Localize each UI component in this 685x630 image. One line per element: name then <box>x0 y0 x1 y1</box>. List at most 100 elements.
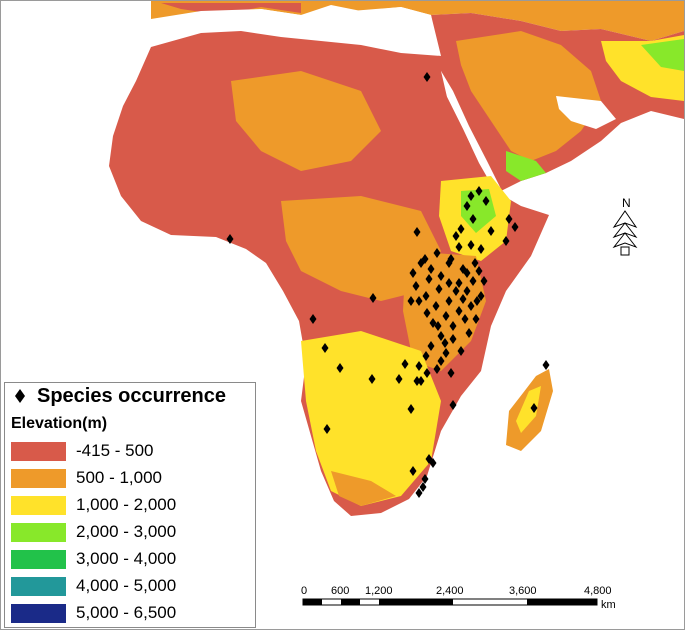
occurrence-marker <box>425 274 433 284</box>
occurrence-marker <box>463 268 471 278</box>
occurrence-marker <box>395 374 403 384</box>
occurrence-marker <box>437 331 445 341</box>
occurrence-marker <box>452 286 460 296</box>
occurrence-marker <box>368 374 376 384</box>
legend-class-row: -415 - 500 <box>11 441 251 461</box>
legend-class-label: 5,000 - 6,500 <box>76 603 177 622</box>
scale-unit: km <box>601 599 616 611</box>
occurrence-marker <box>435 284 443 294</box>
occurrence-marker <box>419 482 427 492</box>
occurrence-marker <box>465 328 473 338</box>
legend-class-label: 1,000 - 2,000 <box>76 495 177 514</box>
diamond-marker-icon <box>15 389 25 403</box>
occurrence-marker <box>417 376 425 386</box>
occurrence-marker <box>449 321 457 331</box>
legend-class-row: 2,000 - 3,000 <box>11 522 251 542</box>
scale-tick-4800: 4,800 <box>584 585 612 597</box>
occurrence-marker <box>409 268 417 278</box>
occurrence-marker <box>407 296 415 306</box>
legend-class-row: 3,000 - 4,000 <box>11 549 251 569</box>
occurrence-marker <box>463 286 471 296</box>
occurrence-marker <box>469 214 477 224</box>
occurrence-marker <box>336 363 344 373</box>
scale-tick-1200: 1,200 <box>365 585 393 597</box>
occurrence-marker <box>425 454 433 464</box>
occurrence-marker <box>412 281 420 291</box>
africa-plateau-north <box>231 71 381 171</box>
iran-peaks <box>641 39 684 71</box>
legend-class-row: 4,000 - 5,000 <box>11 576 251 596</box>
occurrence-marker <box>421 474 429 484</box>
occurrence-marker <box>423 368 431 378</box>
north-arrow-label: N <box>622 196 631 210</box>
occurrence-marker <box>323 424 331 434</box>
legend-swatch <box>11 523 66 542</box>
occurrence-marker <box>415 488 423 498</box>
mediterranean-sea <box>151 7 441 56</box>
legend-class-label: 500 - 1,000 <box>76 468 163 487</box>
occurrence-marker <box>429 318 437 328</box>
legend-class-row: 5,000 - 6,500 <box>11 603 251 623</box>
legend-class-label: 2,000 - 3,000 <box>76 522 177 541</box>
legend-class-label: 4,000 - 5,000 <box>76 576 177 595</box>
occurrence-marker <box>477 244 485 254</box>
occurrence-marker <box>445 296 453 306</box>
occurrence-marker <box>415 296 423 306</box>
occurrence-marker <box>409 466 417 476</box>
occurrence-marker <box>415 361 423 371</box>
occurrence-marker <box>427 341 435 351</box>
legend-swatch <box>11 442 66 461</box>
occurrence-marker <box>433 364 441 374</box>
persian-gulf <box>556 96 616 129</box>
occurrence-marker <box>226 234 234 244</box>
legend-swatch <box>11 550 66 569</box>
occurrence-marker <box>442 311 450 321</box>
occurrence-marker <box>422 291 430 301</box>
legend-swatch <box>11 469 66 488</box>
scale-tick-0: 0 <box>301 585 308 597</box>
occurrence-marker <box>475 266 483 276</box>
legend-class-row: 1,000 - 2,000 <box>11 495 251 515</box>
occurrence-marker <box>423 308 431 318</box>
legend-swatch <box>11 496 66 515</box>
red-sea <box>435 71 501 191</box>
occurrence-marker <box>467 191 475 201</box>
legend-swatch <box>11 604 66 623</box>
occurrence-marker <box>487 226 495 236</box>
occurrence-marker <box>511 222 519 232</box>
north-arrow: N <box>612 196 638 256</box>
occurrence-marker <box>455 306 463 316</box>
occurrence-marker <box>407 404 415 414</box>
occurrence-marker <box>437 356 445 366</box>
arabia-plateau <box>456 31 601 161</box>
occurrence-marker <box>505 214 513 224</box>
occurrence-marker <box>475 186 483 196</box>
occurrence-marker <box>427 264 435 274</box>
occurrence-marker <box>469 276 477 286</box>
scale-tick-600: 600 <box>331 585 350 597</box>
occurrence-marker <box>502 236 510 246</box>
occurrence-marker <box>447 368 455 378</box>
occurrence-marker <box>482 196 490 206</box>
europe-lowland <box>161 3 301 15</box>
occurrence-marker <box>434 321 442 331</box>
occurrence-marker <box>421 254 429 264</box>
occurrence-marker <box>445 258 453 268</box>
occurrence-marker <box>455 242 463 252</box>
africa-plateau-central <box>281 196 441 301</box>
east-african-highland <box>403 251 486 371</box>
occurrence-points <box>226 72 550 498</box>
occurrence-marker <box>472 314 480 324</box>
occurrence-marker <box>441 338 449 348</box>
occurrence-marker <box>471 258 479 268</box>
scale-tick-3600: 3,600 <box>509 585 537 597</box>
occurrence-marker <box>321 343 329 353</box>
madagascar-highland <box>516 386 541 433</box>
southern-lowland <box>331 471 396 506</box>
legend-swatch <box>11 577 66 596</box>
occurrence-marker <box>457 224 465 234</box>
occurrence-marker <box>467 301 475 311</box>
occurrence-marker <box>445 278 453 288</box>
occurrence-marker <box>530 403 538 413</box>
